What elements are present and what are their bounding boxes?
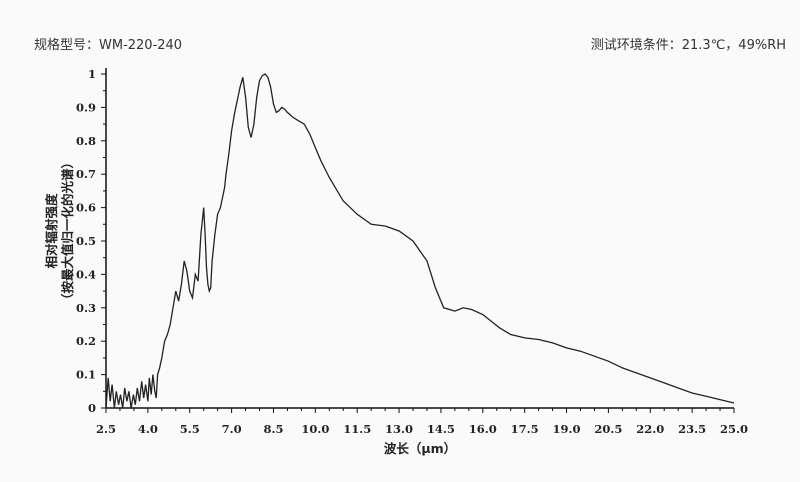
model-label: 规格型号：WM-220-240 <box>34 38 183 53</box>
y-tick-label: 0.4 <box>76 267 96 281</box>
y-axis-title: 相对辐射强度 （按最大值归一化的光谱） <box>44 156 75 306</box>
x-tick-label: 8.5 <box>263 422 283 436</box>
axes <box>105 68 734 409</box>
test-conditions-label: 测试环境条件：21.3℃，49%RH <box>590 38 786 53</box>
x-tick-label: 25.0 <box>720 422 748 436</box>
x-tick-label: 11.5 <box>343 422 371 436</box>
x-tick-label: 2.5 <box>96 422 116 436</box>
y-tick-label: 0.2 <box>76 334 96 348</box>
x-axis-ticks: 2.5 4.0 5.5 7.0 8.5 10.0 11.5 13.0 14.5 16.0 17.5 1… <box>96 408 748 436</box>
y-tick-label: 0.9 <box>76 100 96 114</box>
y-tick-label: 0.3 <box>76 301 96 315</box>
x-axis-title: 波长（μm） <box>384 441 456 456</box>
x-tick-label: 17.5 <box>511 422 539 436</box>
y-tick-label: 1 <box>88 67 96 81</box>
y-tick-label: 0.7 <box>76 167 96 181</box>
y-axis-title-line2: （按最大值归一化的光谱） <box>60 156 75 306</box>
x-tick-label: 16.0 <box>469 422 497 436</box>
x-tick-label: 14.5 <box>427 422 455 436</box>
x-tick-label: 23.5 <box>678 422 706 436</box>
y-tick-label: 0.8 <box>76 134 96 148</box>
y-axis-ticks: 0 0.1 0.2 0.3 0.4 0.5 0.6 0.7 0.8 0.9 1 <box>76 67 106 415</box>
x-tick-label: 20.5 <box>594 422 622 436</box>
y-tick-label: 0.5 <box>76 234 96 248</box>
spectrum-line <box>105 73 735 409</box>
x-tick-label: 10.0 <box>301 422 329 436</box>
y-tick-label: 0 <box>88 401 96 415</box>
x-tick-label: 22.0 <box>636 422 664 436</box>
y-tick-label: 0.6 <box>76 201 96 215</box>
x-tick-label: 7.0 <box>222 422 242 436</box>
x-tick-label: 19.0 <box>553 422 581 436</box>
y-axis-title-line1: 相对辐射强度 <box>44 193 59 269</box>
x-tick-label: 5.5 <box>180 422 200 436</box>
y-tick-label: 0.1 <box>76 368 96 382</box>
x-tick-label: 4.0 <box>138 422 158 436</box>
x-tick-label: 13.0 <box>385 422 413 436</box>
